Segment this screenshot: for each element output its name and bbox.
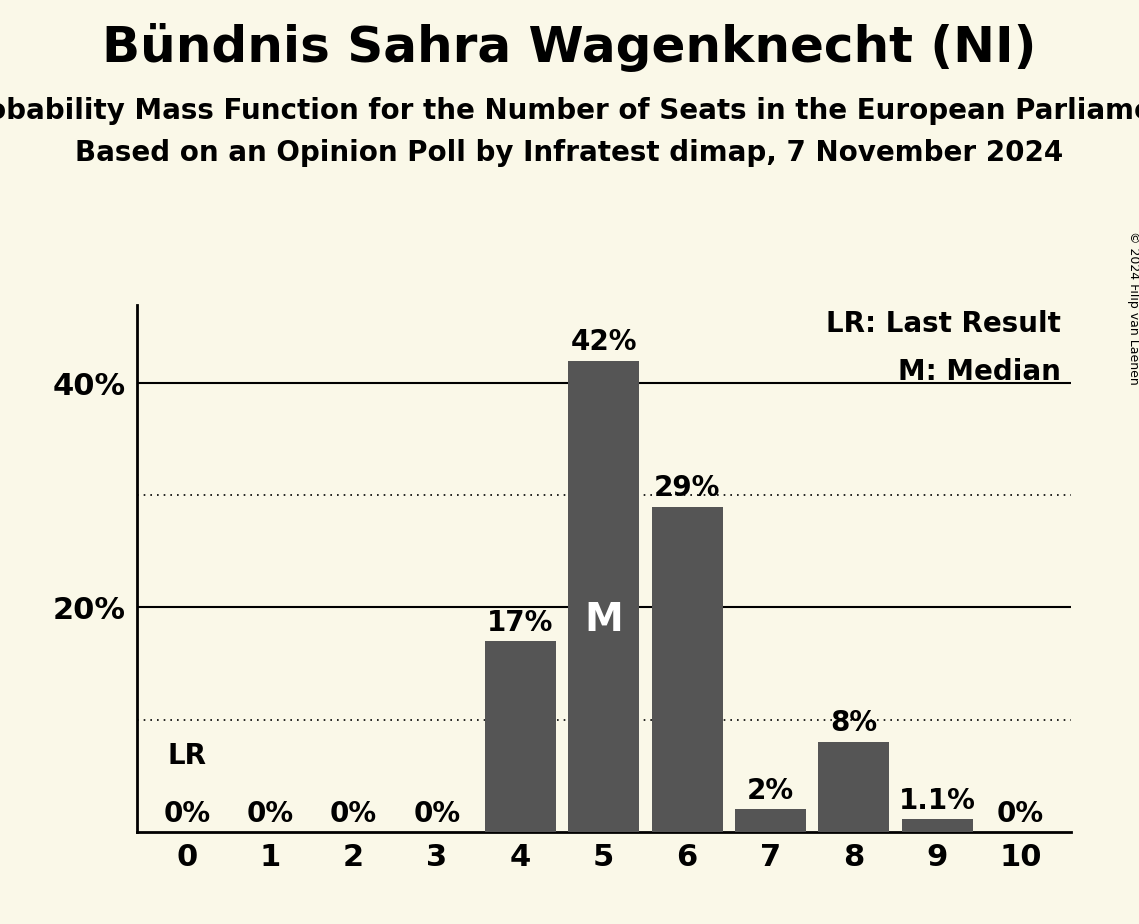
Bar (485, 641, 556, 832)
Bar (819, 742, 890, 832)
Text: 0%: 0% (997, 800, 1044, 828)
Text: M: Median: M: Median (899, 358, 1062, 385)
Text: M: M (584, 601, 623, 638)
Text: LR: Last Result: LR: Last Result (827, 310, 1062, 338)
Bar (902, 820, 973, 832)
Text: 8%: 8% (830, 710, 877, 737)
Text: 0%: 0% (413, 800, 460, 828)
Text: 17%: 17% (487, 609, 554, 637)
Text: 0%: 0% (163, 800, 211, 828)
Text: Bündnis Sahra Wagenknecht (NI): Bündnis Sahra Wagenknecht (NI) (103, 23, 1036, 72)
Bar (652, 506, 722, 832)
Text: 1.1%: 1.1% (899, 787, 976, 815)
Text: 0%: 0% (246, 800, 294, 828)
Text: LR: LR (167, 742, 206, 770)
Text: 29%: 29% (654, 474, 720, 502)
Bar (568, 361, 639, 832)
Text: 2%: 2% (747, 777, 794, 805)
Text: 42%: 42% (571, 328, 637, 357)
Text: © 2024 Filip van Laenen: © 2024 Filip van Laenen (1126, 231, 1139, 384)
Bar (735, 809, 806, 832)
Text: Based on an Opinion Poll by Infratest dimap, 7 November 2024: Based on an Opinion Poll by Infratest di… (75, 139, 1064, 166)
Text: Probability Mass Function for the Number of Seats in the European Parliament: Probability Mass Function for the Number… (0, 97, 1139, 125)
Text: 0%: 0% (330, 800, 377, 828)
